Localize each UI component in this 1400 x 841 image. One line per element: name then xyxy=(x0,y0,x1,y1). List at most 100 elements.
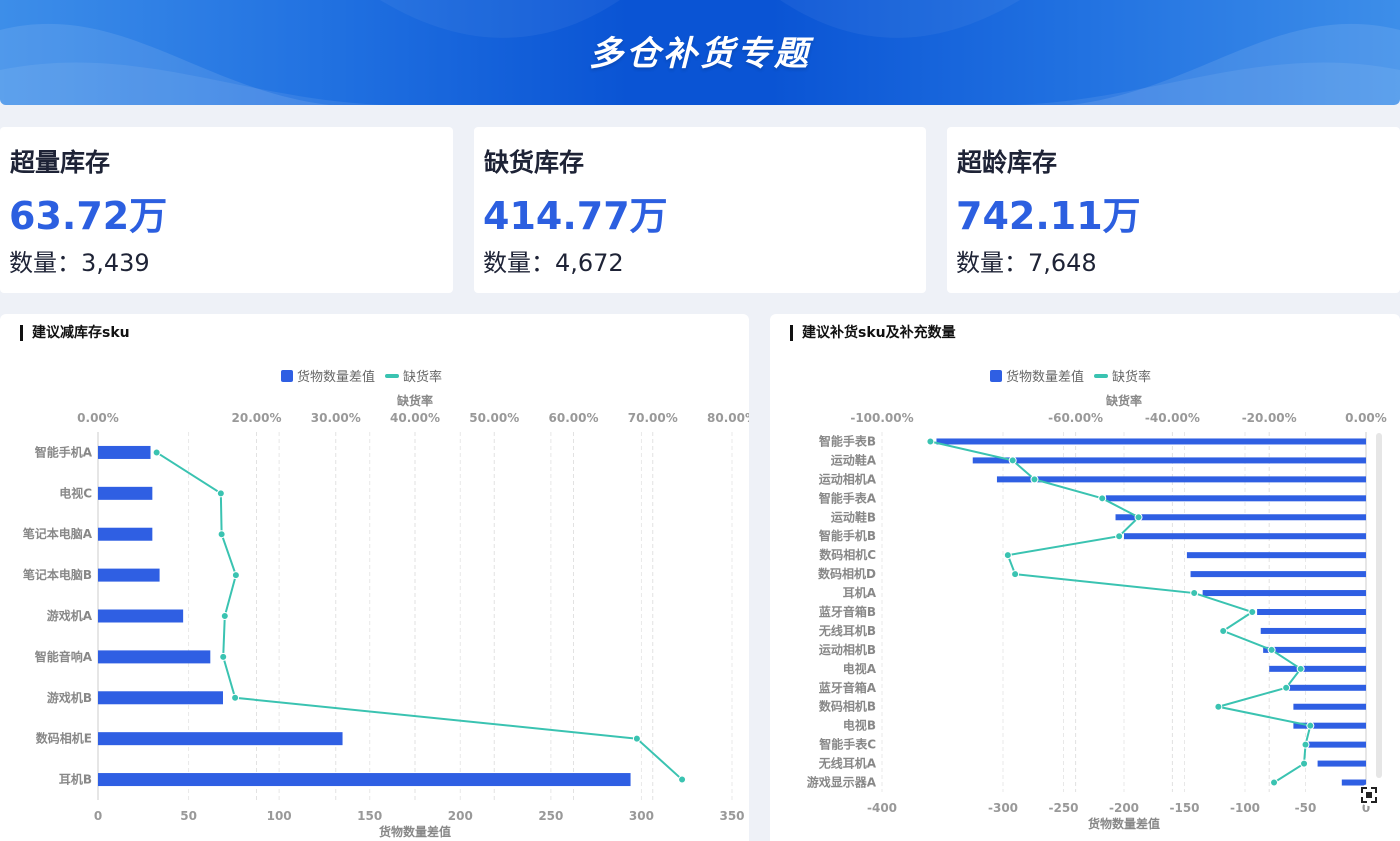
rate-point xyxy=(231,693,240,702)
rate-point xyxy=(1300,759,1309,768)
category-label: 无线耳机A xyxy=(818,756,877,771)
top-axis-tick: 20.00% xyxy=(232,411,282,425)
top-axis-tick: 70.00% xyxy=(628,411,678,425)
panel-replenish: 建议补货sku及补充数量 货物数量差值 缺货率 缺货率 -100.00% -60.0… xyxy=(770,314,1400,841)
category-label: 智能音响A xyxy=(34,649,93,664)
kpi-value: 742.11万 xyxy=(956,194,1141,238)
header-wave-decoration xyxy=(0,0,1400,105)
kpi-title: 缺货库存 xyxy=(484,148,585,177)
rate-point xyxy=(1008,456,1017,465)
bar xyxy=(98,527,153,541)
category-label: 运动相机B xyxy=(819,642,876,657)
category-label: 蓝牙音箱B xyxy=(819,604,876,619)
rate-point xyxy=(1219,626,1228,635)
rate-point xyxy=(632,734,641,743)
category-label: 智能手表A xyxy=(818,490,877,505)
legend-line-swatch xyxy=(385,373,400,378)
kpi-card-shortage: 缺货库存 414.77万 数量：4,672 xyxy=(474,127,926,293)
legend-bar-swatch xyxy=(990,369,1002,382)
top-axis-title: 缺货率 xyxy=(397,393,433,408)
bottom-axis-tick: 200 xyxy=(448,809,473,823)
bottom-axis-tick: 50 xyxy=(180,809,197,823)
rate-point xyxy=(1296,664,1305,673)
rate-point xyxy=(1190,589,1199,598)
legend-bar-label[interactable]: 货物数量差值 xyxy=(1006,370,1085,385)
category-label: 数码相机B xyxy=(819,699,876,714)
category-label: 游戏显示器A xyxy=(807,775,877,790)
rate-point xyxy=(231,571,240,580)
category-label: 运动鞋A xyxy=(831,452,877,467)
top-axis-tick: 50.00% xyxy=(469,411,519,425)
rate-point xyxy=(1267,645,1276,654)
bottom-axis-tick: 350 xyxy=(719,809,744,823)
bottom-axis-title: 货物数量差值 xyxy=(379,824,451,839)
category-label: 耳机A xyxy=(843,585,877,600)
bottom-axis-tick: 300 xyxy=(629,809,654,823)
category-label: 无线耳机B xyxy=(818,623,876,638)
legend-line-label[interactable]: 缺货率 xyxy=(403,370,443,385)
bar xyxy=(98,732,343,746)
category-label: 电视C xyxy=(59,485,92,500)
header-banner: 多仓补货专题 xyxy=(0,0,1400,105)
bottom-axis-tick: 0 xyxy=(1362,801,1370,815)
bottom-axis-tick: 0 xyxy=(94,809,102,823)
category-label: 数码相机E xyxy=(36,731,92,746)
rate-point xyxy=(1134,513,1143,522)
bar xyxy=(1105,495,1366,502)
top-axis-tick: -40.00% xyxy=(1145,411,1200,425)
rate-point xyxy=(152,448,161,457)
legend-line-swatch xyxy=(1094,373,1109,378)
bar xyxy=(1293,722,1366,729)
bottom-axis-tick: -300 xyxy=(988,801,1018,815)
top-axis-tick: 40.00% xyxy=(390,411,440,425)
top-axis-tick: -100.00% xyxy=(850,411,913,425)
top-axis-tick: 60.00% xyxy=(549,411,599,425)
bar xyxy=(936,438,1366,445)
category-label: 电视B xyxy=(843,718,876,733)
bar xyxy=(98,486,153,500)
bar xyxy=(98,650,211,664)
category-label: 智能手表B xyxy=(818,433,876,448)
kpi-card-overstock: 超量库存 63.72万 数量：3,439 xyxy=(0,127,453,293)
rate-point xyxy=(217,530,226,539)
rate-point xyxy=(1003,551,1012,560)
category-label: 运动相机A xyxy=(819,471,877,486)
category-label: 耳机B xyxy=(59,772,92,787)
panel-reduce-stock: 建议减库存sku 货物数量差值 缺货率 缺货率 0.00% 20.00% 30.00%… xyxy=(0,314,749,841)
legend-bar-label[interactable]: 货物数量差值 xyxy=(297,370,376,385)
bar xyxy=(1263,646,1366,653)
kpi-card-aged: 超龄库存 742.11万 数量：7,648 xyxy=(947,127,1400,293)
kpi-title: 超量库存 xyxy=(10,148,111,177)
kpi-count: 数量：3,439 xyxy=(9,249,150,277)
legend-line-label[interactable]: 缺货率 xyxy=(1112,370,1152,385)
bottom-axis-tick: 100 xyxy=(267,809,292,823)
rate-point xyxy=(926,437,935,446)
bar xyxy=(1287,684,1366,691)
rate-point xyxy=(1115,532,1124,541)
rate-line xyxy=(156,451,683,781)
kpi-title: 超龄库存 xyxy=(957,148,1058,177)
bar xyxy=(1317,760,1366,767)
rate-point xyxy=(219,652,228,661)
rate-point xyxy=(216,489,225,498)
bar xyxy=(1303,741,1366,748)
chart-legend[interactable]: 货物数量差值 缺货率 xyxy=(990,366,1151,385)
rate-point xyxy=(678,775,687,784)
chart-legend[interactable]: 货物数量差值 缺货率 xyxy=(281,366,442,385)
category-label: 运动鞋B xyxy=(831,509,876,524)
bottom-axis-tick: -250 xyxy=(1048,801,1078,815)
bar xyxy=(1115,514,1366,521)
bar xyxy=(1124,533,1366,540)
category-label: 数码相机C xyxy=(819,547,876,562)
rate-point xyxy=(1270,778,1279,787)
bottom-axis-tick: -100 xyxy=(1230,801,1260,815)
rate-point xyxy=(220,612,229,620)
fullscreen-icon[interactable] xyxy=(1358,784,1380,806)
chart-scrollbar[interactable] xyxy=(1376,433,1382,778)
top-axis-tick: -20.00% xyxy=(1242,411,1297,425)
rate-point xyxy=(1306,721,1315,730)
category-label: 智能手表C xyxy=(818,737,876,752)
page-title: 多仓补货专题 xyxy=(589,34,811,74)
chart-reduce-stock: 缺货率 0.00% 20.00% 30.00% 40.00% 50.00% 60.00% 70… xyxy=(23,393,749,839)
bottom-axis-tick: -200 xyxy=(1109,801,1139,815)
